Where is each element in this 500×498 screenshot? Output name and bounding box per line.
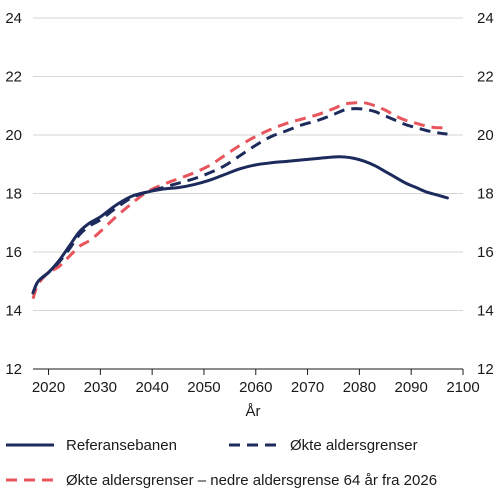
y-tick-label-right: 12 [477,361,494,378]
series-line-okte-aldersgrenser-nedre-64 [31,101,448,300]
x-tick-label: 2030 [84,379,117,396]
series-group [31,101,449,300]
y-axis-right: 12 14 16 18 20 22 24 [477,10,494,378]
legend-item-referansebanen: Referansebanen [6,437,177,454]
y-tick-label-right: 18 [477,186,494,203]
x-axis-title: År [246,403,261,420]
y-tick-label-left: 16 [5,244,22,261]
legend-item-okte-aldersgrenser: Økte aldersgrenser [229,437,418,454]
y-tick-label-right: 16 [477,244,494,261]
x-tick-label: 2040 [135,379,168,396]
legend-item-okte-aldersgrenser-nedre-64: Økte aldersgrenser – nedre aldersgrense … [6,472,437,489]
legend-label: Økte aldersgrenser [290,437,418,454]
y-axis-left: 12 14 16 18 20 22 24 [5,10,22,378]
x-tick-label: 2070 [291,379,324,396]
y-tick-label-left: 12 [5,361,22,378]
y-tick-label-right: 14 [477,303,494,320]
legend: Referansebanen Økte aldersgrenser Økte ald… [6,437,437,489]
x-tick-label: 2100 [446,379,479,396]
x-tick-label: 2090 [395,379,428,396]
x-tick-label: 2080 [343,379,376,396]
y-tick-label-right: 20 [477,127,494,144]
y-tick-label-left: 18 [5,186,22,203]
x-tick-label: 2050 [187,379,220,396]
gridlines [33,17,463,311]
series-line-okte-aldersgrenser [31,107,448,294]
x-tick-label: 2020 [32,379,65,396]
y-tick-label-left: 20 [5,127,22,144]
legend-label: Referansebanen [66,437,177,454]
x-tick-label: 2060 [239,379,272,396]
y-tick-label-left: 14 [5,303,22,320]
y-tick-label-left: 22 [5,69,22,86]
series-line-referansebanen [31,155,449,295]
legend-label: Økte aldersgrenser – nedre aldersgrense … [66,472,437,489]
y-tick-label-left: 24 [5,10,22,27]
y-tick-label-right: 24 [477,10,494,27]
y-tick-label-right: 22 [477,69,494,86]
x-axis: 2020 2030 2040 2050 2060 2070 2080 2090 2100 [32,369,480,396]
